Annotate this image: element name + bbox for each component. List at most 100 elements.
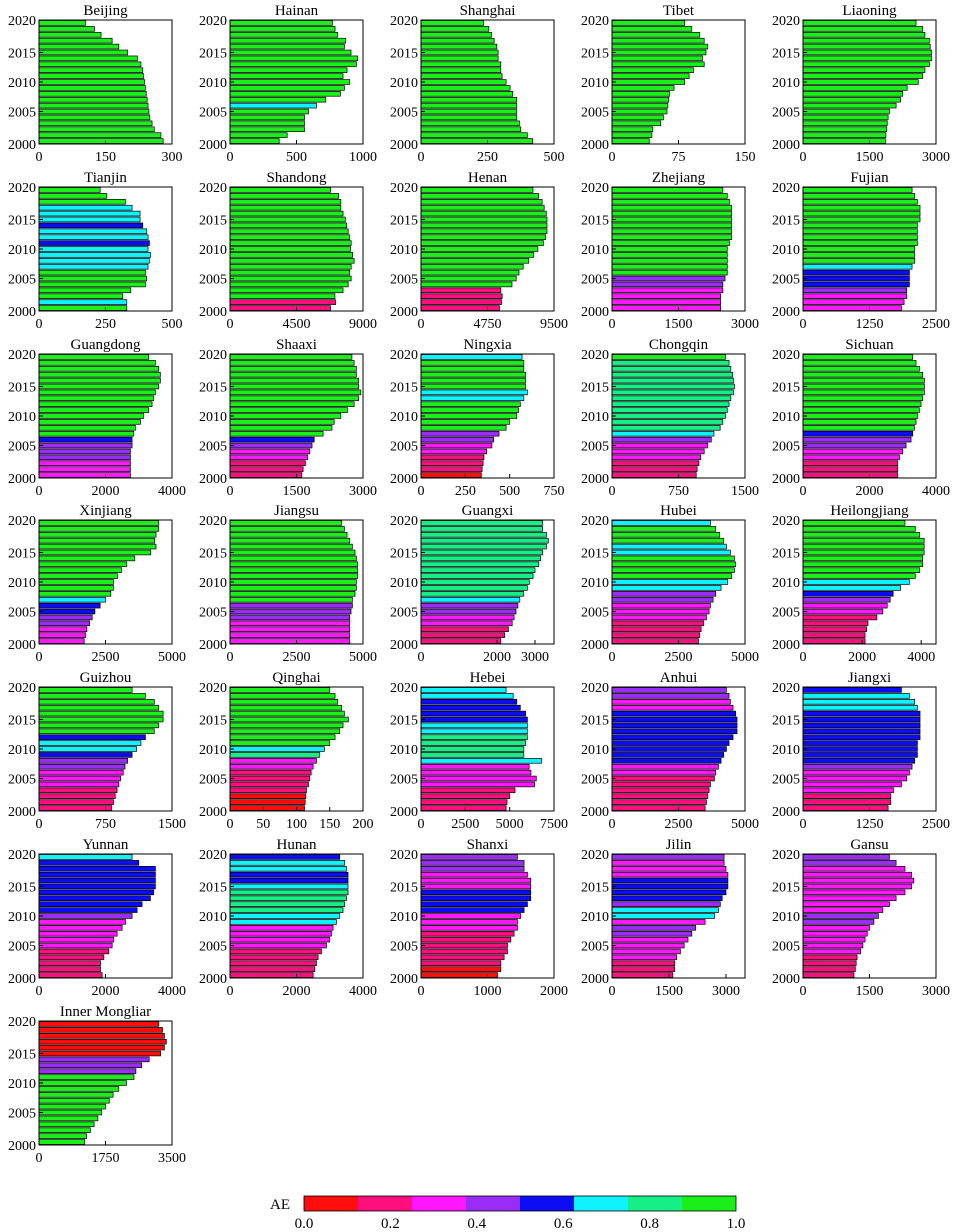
bar-2018: [229, 198, 342, 205]
y-tick-label: 2015: [8, 213, 36, 228]
x-tick-label: 0: [418, 317, 425, 332]
panel-title: Anhui: [660, 670, 698, 686]
bar-2004: [229, 948, 322, 955]
bar-2006: [420, 102, 518, 109]
bar-2005: [229, 608, 352, 615]
bar-2008: [420, 258, 530, 264]
bar-2009: [38, 919, 126, 925]
x-tick-label: 1000: [474, 984, 502, 999]
bar-2002: [38, 293, 124, 300]
bar-2004: [38, 781, 120, 788]
y-tick-label: 2010: [390, 743, 418, 758]
bar-2016: [611, 543, 727, 550]
colorbar-bin: [466, 1196, 520, 1211]
bar-2015: [611, 49, 707, 56]
bar-2011: [229, 740, 331, 746]
x-tick-label: 75: [672, 150, 686, 165]
bar-2005: [802, 275, 910, 282]
bar-2000: [802, 805, 889, 811]
bar-2007: [229, 930, 332, 937]
x-tick-label: 0: [36, 817, 43, 832]
bar-2011: [38, 1074, 135, 1080]
bar-2007: [802, 763, 913, 770]
bar-2001: [802, 132, 887, 138]
bar-2013: [420, 61, 502, 68]
y-tick-label: 2015: [772, 880, 800, 895]
bar-2003: [611, 120, 662, 127]
bar-2009: [229, 919, 337, 925]
bar-2000: [420, 638, 502, 644]
bar-2011: [420, 907, 525, 913]
y-tick-label: 2010: [581, 576, 609, 591]
y-tick-label: 2010: [8, 1077, 36, 1092]
y-tick-label: 2010: [581, 243, 609, 258]
bar-2013: [38, 1062, 142, 1069]
bar-2011: [38, 407, 150, 413]
bar-2019: [802, 526, 916, 532]
y-tick-label: 2020: [772, 681, 800, 696]
x-tick-label: 0: [800, 150, 807, 165]
bar-2006: [611, 269, 728, 276]
panel-tibet: Tibet 2000 2005 2010 2015 2020 0 75 150: [581, 3, 756, 165]
bar-2019: [229, 693, 336, 699]
bar-2001: [611, 299, 721, 305]
bar-2007: [420, 96, 518, 103]
bar-2014: [229, 722, 344, 729]
x-tick-label: 0: [418, 650, 425, 665]
panel-ningxia: Ningxia 2000 2005 2010 2015 2020 0 250 500 750: [390, 337, 565, 499]
bar-2005: [802, 608, 884, 615]
bar-2000: [420, 472, 482, 478]
bar-2004: [229, 448, 311, 455]
y-tick-label: 2010: [8, 76, 36, 91]
bar-2013: [229, 728, 341, 735]
bar-2002: [802, 626, 867, 633]
bar-2020: [229, 187, 331, 193]
bar-2009: [802, 752, 918, 758]
bar-2019: [611, 526, 717, 532]
bar-2004: [229, 614, 351, 621]
bar-2008: [229, 591, 356, 597]
colorbar-bin: [520, 1196, 574, 1211]
y-tick-label: 2000: [581, 138, 609, 153]
bar-2003: [802, 787, 894, 794]
bar-2018: [38, 198, 126, 205]
bar-2016: [420, 377, 526, 384]
bar-2012: [229, 234, 351, 240]
x-tick-label: 2500: [922, 317, 950, 332]
x-tick-label: 0: [800, 317, 807, 332]
bar-2004: [611, 614, 707, 621]
bar-2000: [611, 472, 697, 478]
bar-2003: [229, 120, 305, 127]
bar-2005: [38, 942, 113, 949]
x-tick-label: 4000: [349, 984, 377, 999]
bar-2005: [802, 442, 907, 449]
y-tick-label: 2010: [390, 76, 418, 91]
bar-2002: [802, 126, 888, 133]
x-tick-label: 750: [668, 484, 689, 499]
y-tick-label: 2015: [772, 213, 800, 228]
bar-2005: [802, 108, 890, 115]
bar-2017: [229, 37, 347, 44]
bar-2003: [802, 120, 888, 127]
y-tick-label: 2020: [772, 181, 800, 196]
bar-2017: [611, 871, 729, 878]
panel-title: Jiangxi: [848, 670, 891, 686]
bar-2016: [38, 877, 156, 884]
bar-2010: [420, 79, 507, 85]
x-tick-label: 0: [227, 317, 234, 332]
bar-2019: [420, 526, 543, 532]
bar-2020: [229, 520, 343, 526]
bar-2012: [611, 567, 735, 573]
bar-2009: [802, 85, 908, 91]
y-tick-label: 2015: [199, 213, 227, 228]
panel-title: Yunnan: [83, 837, 129, 853]
x-tick-label: 5000: [731, 817, 759, 832]
y-tick-label: 2020: [199, 348, 227, 363]
panel-jiangxi: Jiangxi 2000 2005 2010 2015 2020 0 1250 2500: [772, 670, 950, 832]
bar-2004: [802, 448, 904, 455]
bar-2012: [38, 901, 143, 907]
y-tick-label: 2015: [772, 713, 800, 728]
bar-2002: [802, 293, 908, 300]
